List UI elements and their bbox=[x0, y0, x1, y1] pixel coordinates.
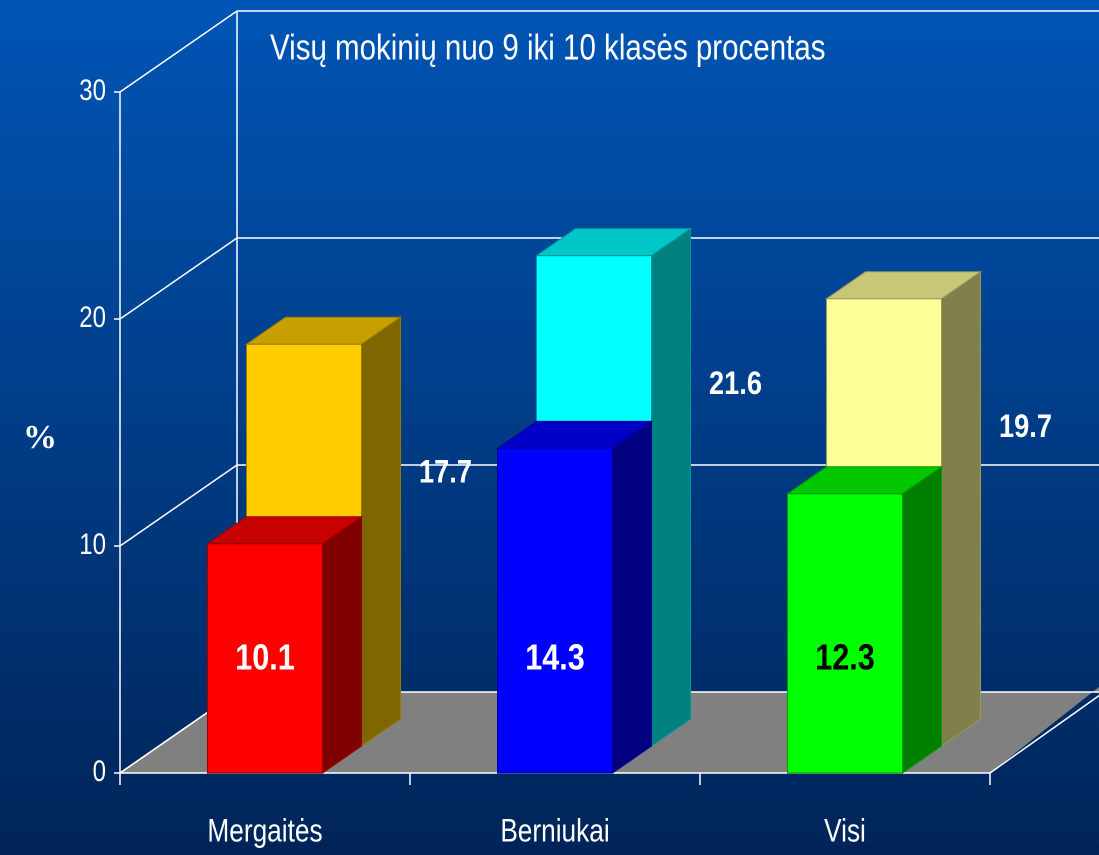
bar-side bbox=[322, 515, 362, 774]
y-axis-label: % bbox=[23, 419, 57, 456]
bar-side bbox=[612, 420, 652, 774]
data-label: 19.7 bbox=[999, 409, 1052, 445]
data-label: 12.3 bbox=[815, 638, 875, 678]
floor-edge bbox=[989, 694, 1099, 774]
y-tick-label: 10 bbox=[79, 526, 106, 560]
y-tick-label: 20 bbox=[79, 299, 106, 333]
bar bbox=[495, 420, 654, 774]
y-tick-label: 0 bbox=[93, 753, 106, 787]
bar-side bbox=[361, 316, 401, 747]
data-label: 10.1 bbox=[235, 638, 295, 678]
x-tick-label: Mergaitės bbox=[207, 814, 322, 849]
bar-side bbox=[941, 270, 981, 747]
bar-front bbox=[787, 493, 903, 774]
bar bbox=[785, 465, 944, 774]
y-tick-label: 30 bbox=[79, 72, 106, 106]
bar-front bbox=[207, 543, 323, 774]
x-tick-label: Berniukai bbox=[500, 814, 609, 849]
chart-title: Visų mokinių nuo 9 iki 10 klasės procent… bbox=[270, 27, 825, 67]
bar-side bbox=[651, 227, 691, 747]
data-label: 14.3 bbox=[525, 638, 585, 678]
grid-line bbox=[119, 10, 238, 93]
bar-side bbox=[902, 465, 942, 774]
bar bbox=[205, 515, 364, 774]
data-label: 21.6 bbox=[709, 366, 762, 402]
bar-front bbox=[497, 447, 613, 774]
grid-line bbox=[119, 464, 238, 547]
grid-line bbox=[119, 237, 238, 320]
x-tick-label: Visi bbox=[824, 814, 866, 849]
data-label: 17.7 bbox=[419, 455, 472, 491]
